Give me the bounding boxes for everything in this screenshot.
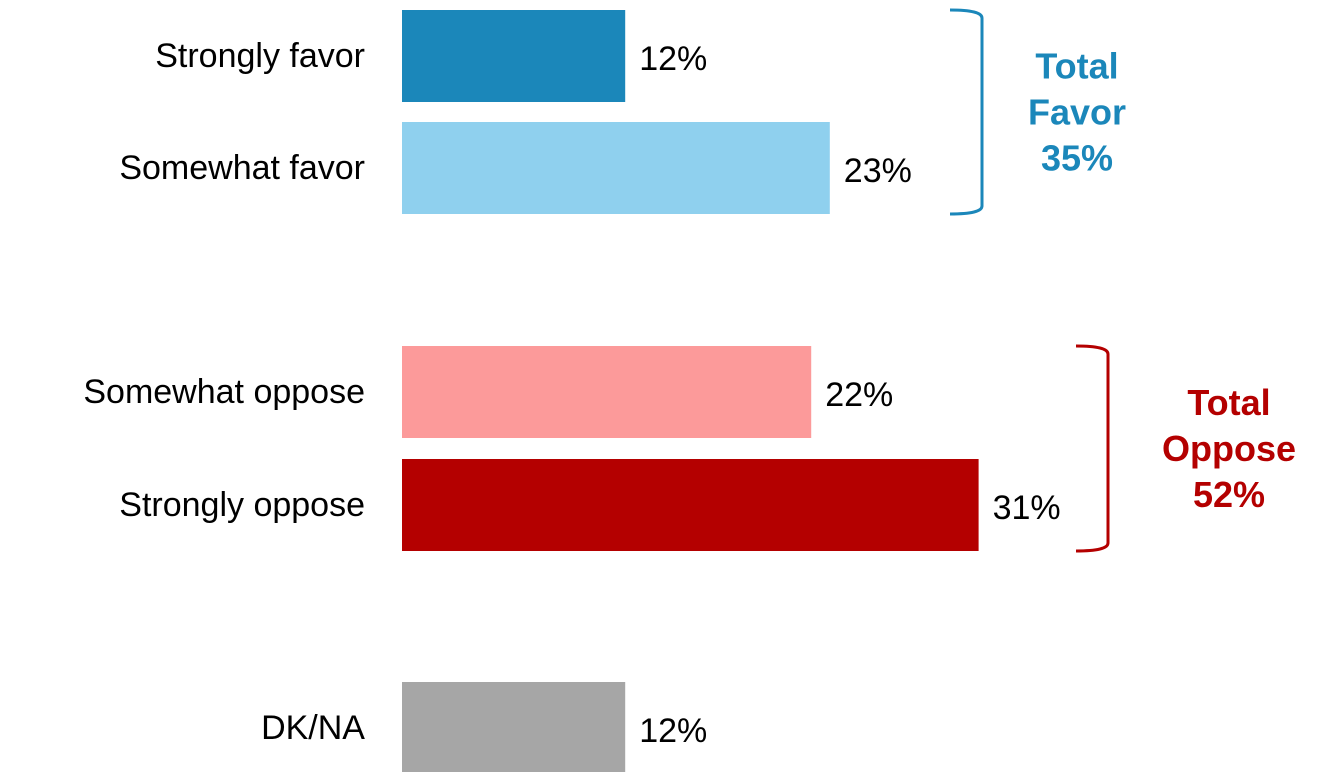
bracket-total-oppose: [1075, 344, 1110, 553]
bar-dk-na: [402, 682, 626, 772]
category-label-strongly-oppose: Strongly oppose: [119, 486, 365, 524]
brackets-layer: Total Favor 35% Total Oppose 52%: [949, 8, 1296, 553]
total-favor-label-line-1: Favor: [1028, 92, 1126, 133]
value-label-somewhat-oppose: 22%: [825, 376, 893, 414]
value-label-strongly-favor: 12%: [639, 40, 707, 78]
total-favor-label-line-0: Total: [1035, 46, 1118, 87]
bracket-total-favor: [949, 8, 984, 216]
bar-somewhat-oppose: [402, 346, 812, 438]
total-oppose-label-line-0: Total: [1187, 382, 1270, 423]
category-label-somewhat-favor: Somewhat favor: [119, 149, 365, 187]
value-label-dk-na: 12%: [639, 712, 707, 750]
total-oppose-label-line-1: Oppose: [1162, 428, 1296, 469]
bar-strongly-favor: [402, 10, 626, 102]
bars-layer: Strongly favor 12% Somewhat favor 23% Somewh…: [83, 10, 1061, 772]
category-label-strongly-favor: Strongly favor: [155, 37, 365, 75]
bar-strongly-oppose: [402, 459, 979, 551]
value-label-somewhat-favor: 23%: [844, 152, 912, 190]
bar-somewhat-favor: [402, 122, 830, 214]
category-label-somewhat-oppose: Somewhat oppose: [83, 373, 365, 411]
total-favor-label-line-2: 35%: [1041, 138, 1113, 179]
category-label-dk-na: DK/NA: [261, 709, 365, 747]
value-label-strongly-oppose: 31%: [993, 489, 1061, 527]
total-oppose-label-line-2: 52%: [1193, 474, 1265, 515]
